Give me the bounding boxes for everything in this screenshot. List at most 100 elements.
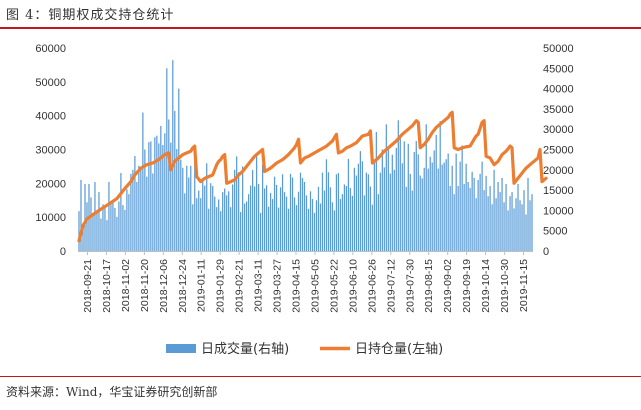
volume-bar (240, 212, 242, 251)
volume-bar (200, 198, 202, 251)
volume-bar (158, 143, 160, 251)
volume-bar (317, 186, 320, 251)
volume-bar (289, 173, 292, 251)
right-axis-tick-label: 40000 (543, 84, 574, 96)
volume-bar (150, 141, 152, 251)
volume-bar (335, 174, 338, 251)
x-axis-tick-label: 2019-10-30 (499, 259, 511, 313)
volume-bar (389, 173, 391, 251)
volume-bar (409, 173, 411, 251)
right-axis-tick-label: 45000 (543, 63, 574, 75)
volume-bar (399, 136, 401, 251)
left-axis: 0 10000 20000 30000 40000 50000 60000 (35, 43, 66, 258)
source-note: 资料来源：Wind，华宝证券研究创新部 (6, 385, 218, 399)
volume-bar (90, 197, 92, 251)
legend-label-open-interest: 日持仓量(左轴) (355, 342, 443, 357)
volume-bar (515, 198, 517, 251)
volume-bar (353, 167, 356, 251)
volume-bar (367, 174, 369, 251)
volume-bar (451, 165, 453, 251)
volume-bar (216, 207, 218, 251)
volume-bar (108, 181, 110, 251)
volume-bar (134, 156, 136, 251)
title-bar: 图 4：铜期权成交持仓统计 (0, 0, 641, 30)
volume-bar (253, 186, 256, 251)
right-axis-tick-label: 15000 (543, 185, 574, 197)
volume-bar (385, 124, 387, 251)
volume-bar (491, 204, 493, 251)
right-axis-tick-label: 25000 (543, 145, 574, 157)
volume-bar (433, 150, 435, 251)
volume-bar (323, 190, 326, 251)
x-axis-tick-label: 2018-12-06 (158, 259, 170, 313)
volume-bar (250, 185, 252, 251)
volume-bar (170, 142, 172, 251)
volume-bar (285, 196, 288, 251)
volume-bar (263, 188, 266, 251)
volume-bar (206, 163, 208, 251)
plot-area (77, 60, 548, 252)
volume-bar (331, 202, 334, 251)
volume-bar (341, 194, 344, 251)
volume-bar (128, 194, 130, 251)
volume-bar (381, 149, 383, 251)
volume-bar (196, 198, 198, 251)
volume-bar (499, 192, 501, 251)
volume-bar (259, 212, 262, 251)
volume-bar (373, 162, 375, 251)
volume-bar (313, 212, 316, 251)
volume-bar (226, 195, 228, 251)
volume-bar (210, 183, 212, 251)
volume-bar (397, 120, 399, 252)
volume-bar (130, 173, 132, 251)
volume-bar (96, 212, 98, 251)
volume-bar (339, 199, 342, 251)
volume-bar (417, 154, 419, 251)
volume-bar (505, 184, 507, 251)
volume-bar (477, 179, 479, 251)
x-axis-tick-label: 2018-12-24 (177, 259, 189, 313)
volume-bar (100, 218, 102, 251)
volume-bar (481, 161, 483, 251)
volume-bar (178, 88, 180, 251)
volume-bar (467, 181, 469, 251)
volume-bar (459, 161, 461, 251)
volume-bar (257, 184, 260, 251)
volume-bar (154, 137, 156, 251)
volume-bar (319, 203, 322, 251)
volume-bar (144, 149, 146, 251)
volume-bar (413, 151, 415, 251)
volume-bar (283, 192, 286, 251)
volume-bar (365, 172, 367, 251)
volume-bar (220, 211, 222, 251)
volume-bar (242, 166, 244, 251)
volume-bar (527, 177, 529, 251)
right-axis-tick-label: 20000 (543, 165, 574, 177)
volume-bar (126, 189, 128, 251)
volume-bar (455, 153, 457, 251)
volume-bar (371, 204, 373, 251)
volume-bar (281, 174, 284, 251)
volume-bar (393, 169, 395, 251)
x-axis-tick-label: 2019-01-29 (215, 259, 227, 313)
volume-bar (110, 203, 112, 251)
volume-bar (509, 196, 511, 251)
left-axis-tick-label: 60000 (35, 43, 66, 55)
right-axis-tick-label: 10000 (543, 205, 574, 217)
volume-bar (437, 168, 439, 251)
volume-bar (192, 204, 194, 251)
volume-bar (152, 173, 154, 251)
figure-title: 图 4：铜期权成交持仓统计 (6, 8, 175, 23)
volume-bar (188, 177, 190, 251)
volume-bar (156, 135, 158, 251)
volume-bar (475, 198, 477, 251)
volume-bar (112, 200, 114, 251)
volume-bar (293, 197, 296, 251)
volume-bar (244, 203, 246, 251)
volume-bar (160, 125, 162, 251)
volume-bar (252, 169, 254, 251)
volume-bar (106, 220, 108, 251)
volume-bar (84, 184, 86, 251)
volume-bar (525, 214, 527, 251)
volume-bar (333, 210, 336, 251)
